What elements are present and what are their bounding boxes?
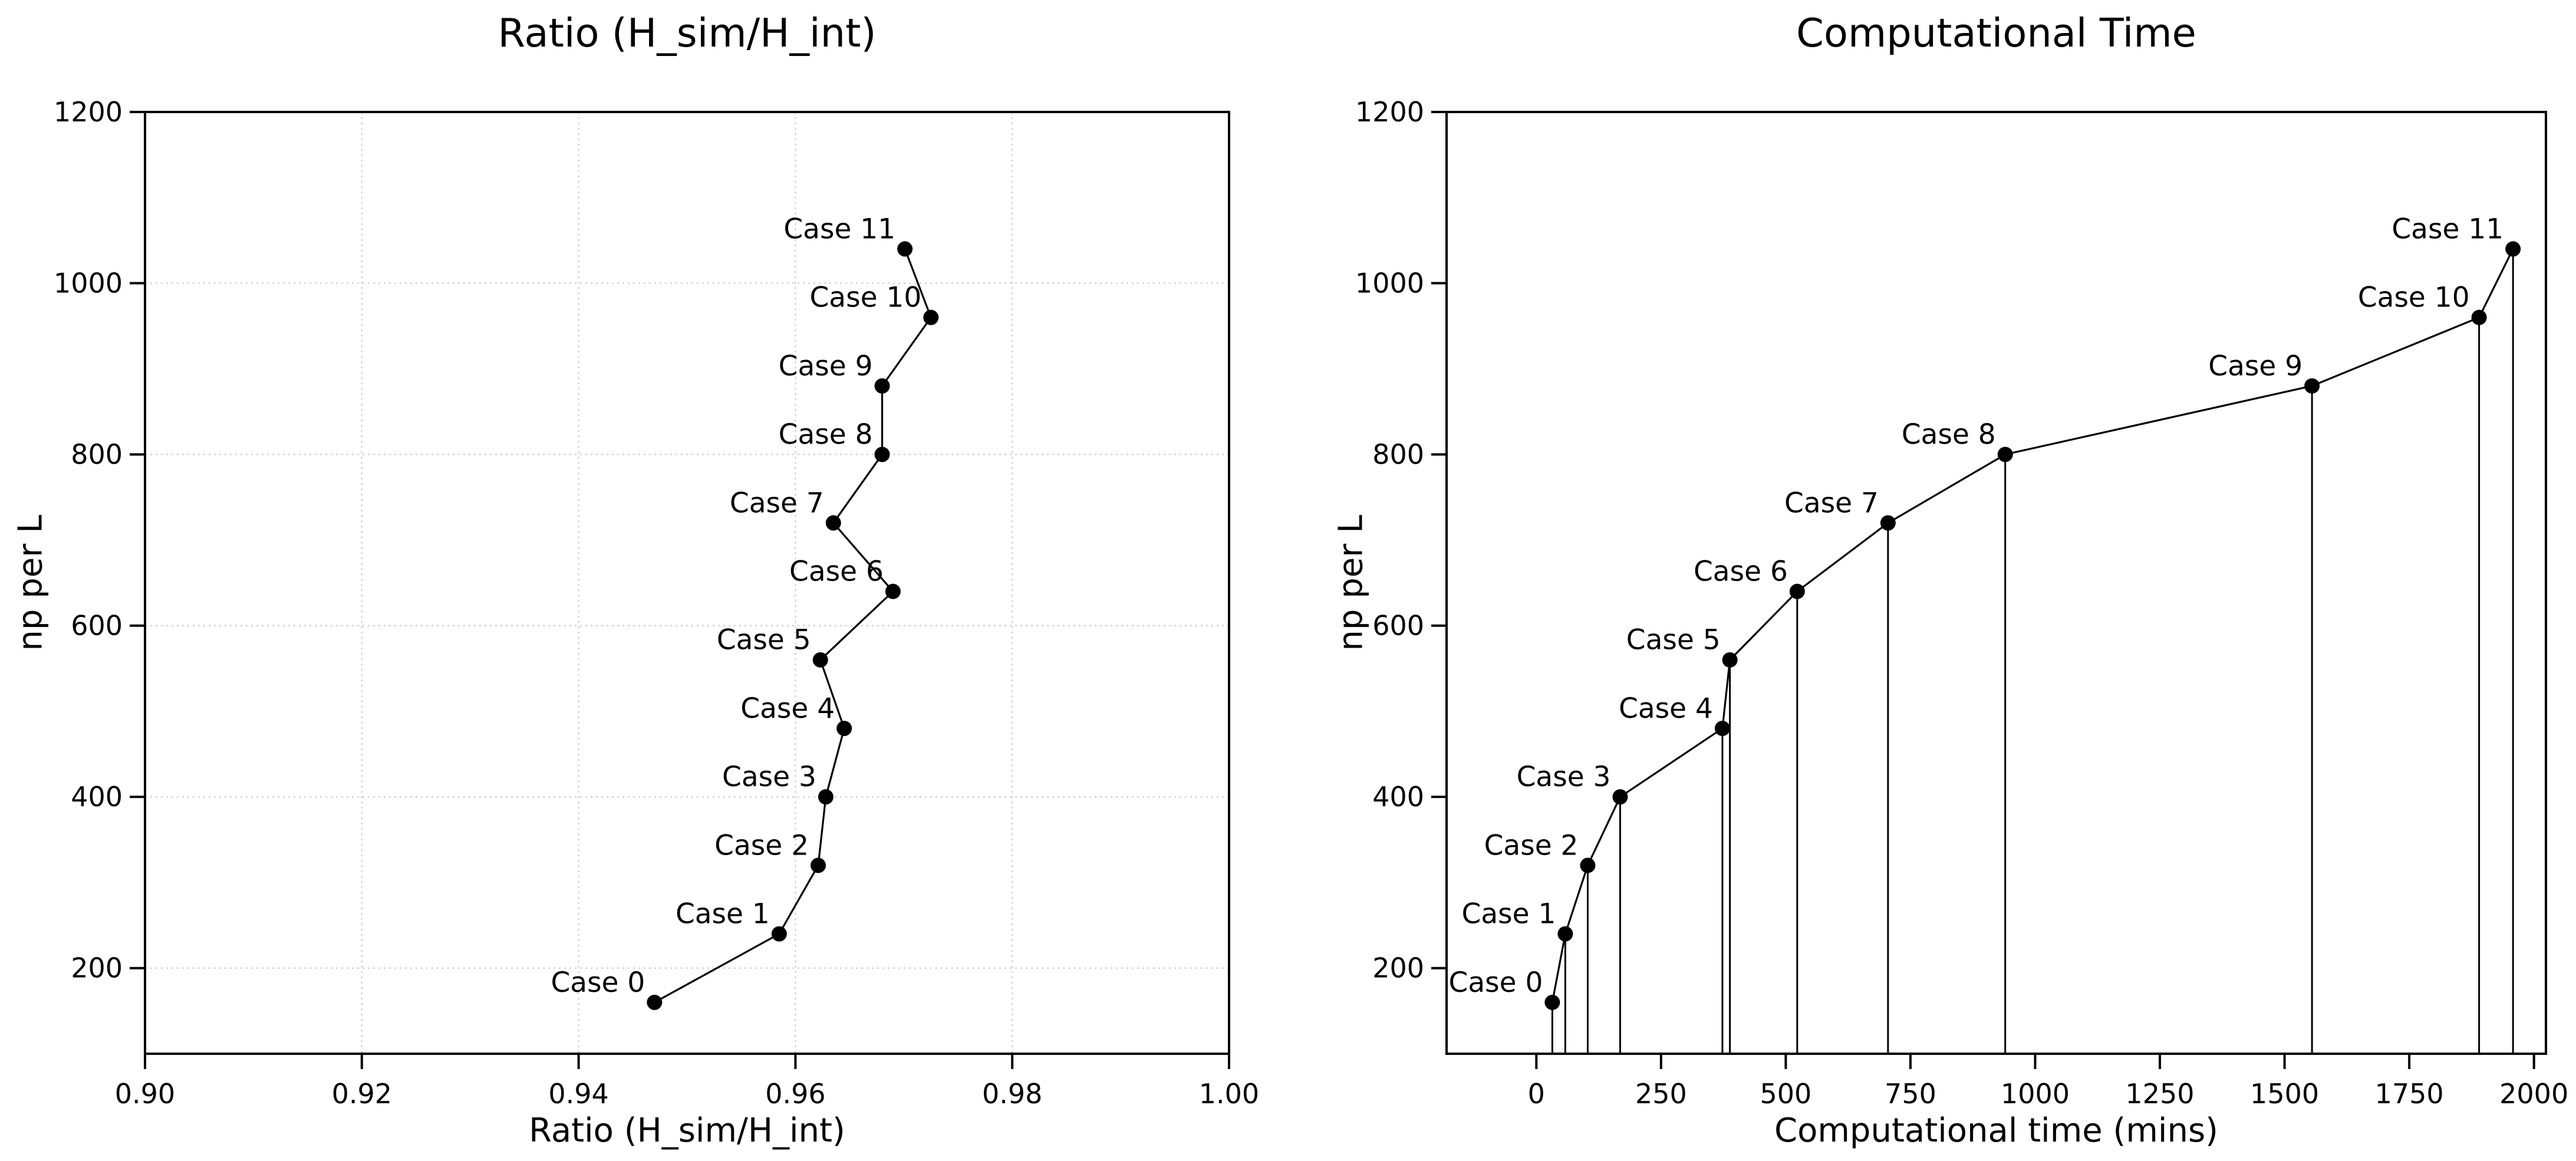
y-tick-label: 1000 bbox=[54, 268, 123, 299]
case-annotation: Case 10 bbox=[809, 282, 921, 314]
x-tick-label: 1250 bbox=[2126, 1078, 2195, 1110]
case-annotation: Case 0 bbox=[551, 967, 645, 999]
data-point bbox=[1714, 720, 1730, 736]
x-tick-label: 0.98 bbox=[982, 1078, 1042, 1110]
x-tick-label: 1750 bbox=[2375, 1078, 2444, 1110]
case-annotation: Case 3 bbox=[722, 761, 816, 793]
data-point bbox=[2471, 309, 2487, 325]
y-tick-label: 600 bbox=[71, 610, 123, 642]
case-annotation: Case 7 bbox=[730, 487, 824, 519]
x-tick-label: 500 bbox=[1760, 1078, 1812, 1110]
x-tick-label: 2000 bbox=[2499, 1078, 2568, 1110]
y-tick-label: 600 bbox=[1372, 610, 1424, 642]
x-tick-label: 0 bbox=[1528, 1078, 1545, 1110]
x-tick-label: 0.92 bbox=[332, 1078, 392, 1110]
case-annotation: Case 7 bbox=[1784, 487, 1879, 519]
data-point bbox=[1789, 583, 1805, 599]
y-tick-label: 1000 bbox=[1355, 268, 1424, 299]
x-tick-label: 0.90 bbox=[115, 1078, 175, 1110]
data-point bbox=[1612, 789, 1628, 805]
case-annotation: Case 11 bbox=[783, 213, 895, 245]
y-tick-label: 800 bbox=[71, 438, 123, 470]
data-point bbox=[1997, 447, 2013, 463]
case-annotation: Case 4 bbox=[740, 692, 835, 725]
case-annotation: Case 4 bbox=[1619, 692, 1713, 725]
right-plot-ylabel: np per L bbox=[1332, 514, 1371, 651]
x-tick-label: 0.94 bbox=[548, 1078, 608, 1110]
y-tick-label: 1200 bbox=[54, 96, 123, 128]
data-line bbox=[654, 248, 933, 1004]
x-tick-label: 250 bbox=[1635, 1078, 1687, 1110]
left-plot-title: Ratio (H_sim/H_int) bbox=[498, 10, 877, 56]
case-annotation: Case 1 bbox=[1462, 898, 1556, 931]
case-annotation: Case 2 bbox=[714, 829, 809, 862]
x-tick-label: 1500 bbox=[2250, 1078, 2319, 1110]
y-tick-label: 200 bbox=[1372, 952, 1424, 984]
right-plot-title: Computational Time bbox=[1796, 10, 2196, 56]
data-point bbox=[874, 378, 890, 394]
case-annotation: Case 9 bbox=[2208, 350, 2302, 382]
y-tick-label: 400 bbox=[71, 781, 123, 813]
case-annotation: Case 5 bbox=[717, 624, 811, 657]
x-tick-label: 0.96 bbox=[765, 1078, 825, 1110]
data-point bbox=[1557, 926, 1573, 942]
y-tick-label: 800 bbox=[1372, 438, 1424, 470]
case-annotation: Case 10 bbox=[2358, 282, 2470, 314]
data-point bbox=[897, 241, 913, 257]
case-annotation: Case 0 bbox=[1449, 967, 1543, 999]
data-point bbox=[2304, 378, 2320, 394]
data-point bbox=[1880, 515, 1896, 531]
data-point bbox=[825, 515, 841, 531]
data-point bbox=[811, 857, 826, 873]
left-plot-xlabel: Ratio (H_sim/H_int) bbox=[529, 1111, 845, 1150]
case-annotation: Case 6 bbox=[789, 556, 884, 588]
data-point bbox=[1580, 857, 1596, 873]
case-annotation: Case 2 bbox=[1484, 829, 1579, 862]
data-point bbox=[2505, 241, 2521, 257]
data-point bbox=[647, 994, 663, 1010]
case-annotation: Case 9 bbox=[779, 350, 873, 382]
y-tick-label: 1200 bbox=[1355, 96, 1424, 128]
case-annotation: Case 1 bbox=[676, 898, 770, 931]
data-point bbox=[1722, 652, 1738, 668]
case-annotation: Case 6 bbox=[1694, 556, 1788, 588]
x-tick-label: 750 bbox=[1885, 1078, 1936, 1110]
left-plot-ylabel: np per L bbox=[11, 514, 50, 651]
data-point bbox=[885, 583, 901, 599]
data-point bbox=[818, 789, 834, 805]
data-point bbox=[771, 926, 787, 942]
case-annotation: Case 11 bbox=[2391, 213, 2503, 245]
case-annotation: Case 5 bbox=[1626, 624, 1721, 657]
data-point bbox=[836, 720, 852, 736]
y-tick-label: 400 bbox=[1372, 781, 1424, 813]
case-annotation: Case 3 bbox=[1517, 761, 1611, 793]
axes-box bbox=[1445, 111, 2547, 1055]
y-tick-label: 200 bbox=[71, 952, 123, 984]
x-tick-label: 1000 bbox=[2001, 1078, 2070, 1110]
data-point bbox=[874, 447, 890, 463]
data-point bbox=[1544, 994, 1560, 1010]
case-annotation: Case 8 bbox=[779, 418, 873, 451]
data-point bbox=[923, 309, 939, 325]
data-line bbox=[1551, 248, 2514, 1003]
data-point bbox=[812, 652, 828, 668]
axes-box bbox=[144, 111, 1230, 1055]
right-plot-xlabel: Computational time (mins) bbox=[1774, 1111, 2218, 1150]
case-annotation: Case 8 bbox=[1902, 418, 1996, 451]
x-tick-label: 1.00 bbox=[1199, 1078, 1259, 1110]
